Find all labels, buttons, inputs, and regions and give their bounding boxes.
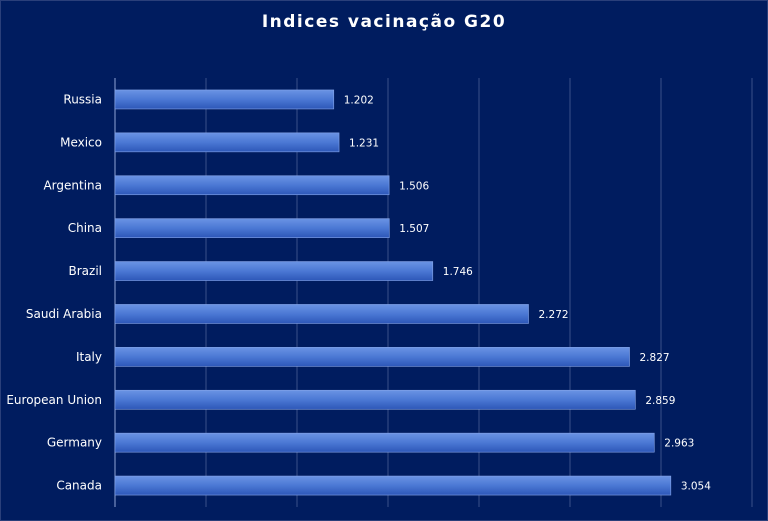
bar [114, 175, 390, 196]
bar [114, 218, 390, 238]
category-label: Brazil [69, 264, 103, 278]
bar [114, 132, 340, 153]
category-label: Mexico [60, 135, 102, 149]
data-label: 2.963 [664, 438, 694, 450]
data-label: 2.827 [640, 352, 670, 364]
category-label: Italy [76, 350, 102, 364]
data-label: 3.054 [681, 481, 711, 493]
category-label: China [68, 221, 102, 235]
chart-title: Indices vacinação G20 [261, 12, 507, 32]
data-label: 1.746 [443, 266, 473, 278]
data-label: 2.859 [645, 395, 675, 407]
bar [114, 89, 335, 110]
category-label: European Union [6, 393, 102, 407]
bar [114, 261, 434, 281]
category-label: Argentina [43, 178, 102, 192]
data-label: 1.506 [399, 180, 429, 192]
bar [114, 432, 655, 453]
bar [114, 389, 636, 410]
category-label: Germany [47, 436, 102, 450]
category-label: Canada [56, 479, 102, 493]
category-label: Russia [63, 92, 102, 106]
data-label: 1.202 [344, 94, 374, 106]
category-label: Saudi Arabia [26, 307, 102, 321]
bar [114, 475, 672, 496]
data-label: 1.231 [349, 137, 379, 149]
bars [114, 89, 672, 496]
bar [114, 347, 630, 367]
labels: Russia 1.202 Mexico 1.231 Argentina 1.506 Chin… [6, 92, 711, 492]
data-label: 2.272 [539, 309, 569, 321]
data-label: 1.507 [399, 223, 429, 235]
bar [114, 304, 529, 324]
